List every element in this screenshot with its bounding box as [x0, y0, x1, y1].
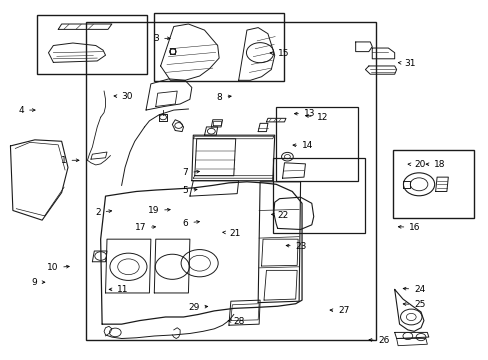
Text: 19: 19 [147, 206, 170, 215]
Text: 4: 4 [19, 105, 35, 114]
Text: 5: 5 [183, 186, 197, 195]
Text: 31: 31 [397, 59, 415, 68]
Bar [276, 107, 357, 181]
Text: 9: 9 [31, 278, 45, 287]
Text: 6: 6 [183, 219, 199, 228]
Text: 8: 8 [216, 93, 231, 102]
Text: 21: 21 [223, 229, 240, 238]
Text: 29: 29 [188, 303, 207, 312]
Bar [392, 149, 473, 218]
Text: 30: 30 [114, 92, 133, 101]
Text: 10: 10 [47, 264, 69, 273]
Bar [37, 15, 147, 74]
Text: 23: 23 [285, 242, 306, 251]
Bar [272, 158, 365, 233]
Text: 11: 11 [109, 285, 128, 294]
Text: 24: 24 [403, 285, 425, 294]
Text: 18: 18 [425, 161, 444, 170]
Bar [154, 13, 283, 81]
Text: 3: 3 [153, 34, 170, 43]
Text: 12: 12 [305, 113, 327, 122]
Text: 14: 14 [292, 141, 313, 150]
Text: 28: 28 [227, 317, 244, 326]
Text: 25: 25 [403, 300, 425, 309]
Text: 20: 20 [407, 161, 425, 170]
Text: 22: 22 [271, 211, 288, 220]
Text: 17: 17 [134, 223, 155, 232]
Text: 16: 16 [398, 223, 420, 232]
Text: 27: 27 [329, 306, 349, 315]
Text: 13: 13 [294, 109, 315, 118]
Text: 15: 15 [269, 49, 288, 58]
Text: 1: 1 [61, 156, 79, 165]
Text: 7: 7 [183, 168, 199, 177]
Bar [86, 22, 375, 339]
Text: 2: 2 [95, 208, 111, 217]
Text: 26: 26 [368, 336, 389, 345]
